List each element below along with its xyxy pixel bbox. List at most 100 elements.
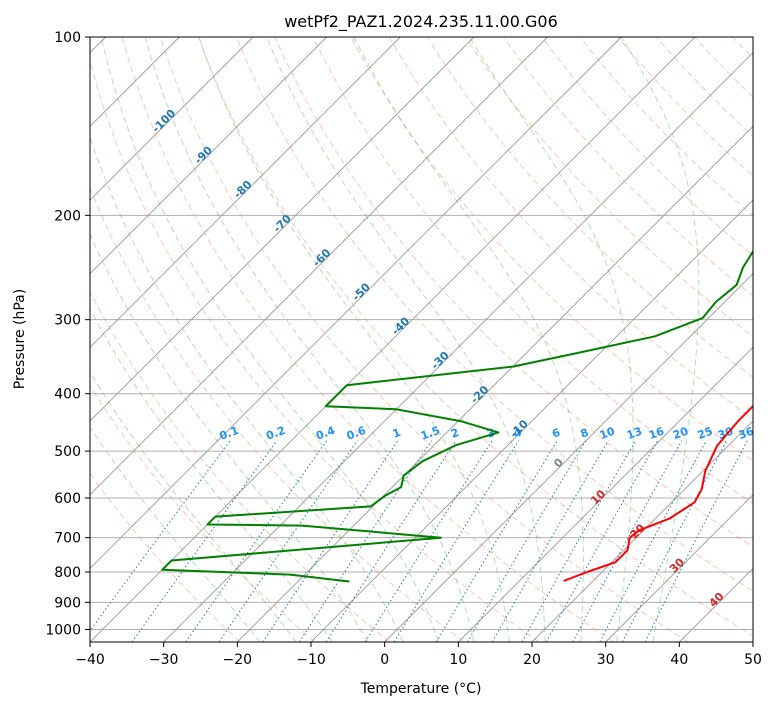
x-axis: −40 −30 −20 −10 0 10 20 30 40 50 (75, 642, 762, 668)
y-tick-label-3: 400 (54, 387, 81, 403)
mixing-ratio-label-9: 6 (550, 426, 562, 441)
isotherm--60 (90, 37, 548, 496)
isotherm-label-7: -30 (429, 349, 452, 372)
moist-adiabat-10 (144, 37, 475, 642)
y-tick-label-4: 500 (54, 444, 81, 460)
mixing-ratio-line-12 (521, 440, 637, 642)
mixing-ratio-line-3 (218, 440, 358, 642)
x-tick-label-3: −10 (296, 652, 326, 668)
isotherm-label-4: -60 (310, 246, 333, 269)
mixing-ratio-line-15 (599, 440, 707, 642)
mixing-ratio-label-1: 0.2 (264, 424, 287, 443)
chart-title: wetPf2_PAZ1.2024.235.11.00.G06 (284, 12, 558, 32)
mixing-ratio-line-17 (644, 440, 748, 642)
dry-adiabat-340 (274, 37, 753, 548)
isotherm-50 (752, 641, 753, 642)
mixing-ratio-label-6: 2 (449, 426, 461, 441)
isotherm--20 (237, 125, 753, 642)
y-tick-label-9: 1000 (45, 622, 81, 638)
dry-adiabat-400 (503, 37, 753, 297)
isotherm-label-0: -100 (150, 107, 179, 136)
dry-adiabat-460 (732, 37, 753, 59)
profile-line-0 (563, 404, 753, 582)
isotherm-label-8: -20 (468, 383, 491, 406)
y-tick-label-0: 100 (54, 30, 81, 46)
mixing-ratio-line-14 (572, 440, 683, 642)
dry-adiabat-310 (159, 37, 689, 642)
isotherm-label-14: 40 (707, 590, 727, 610)
mixing-ratio-label-2: 0.4 (314, 424, 337, 443)
mixing-ratio-line-1 (131, 440, 278, 642)
moist-adiabat-20 (266, 37, 546, 642)
isotherm-label-2: -80 (231, 178, 254, 201)
mixing-ratio-label-7: 3 (485, 426, 497, 441)
mixing-ratio-label-13: 16 (647, 424, 666, 442)
mixing-ratio-line-16 (621, 440, 728, 642)
isotherm--10 (310, 199, 753, 642)
isotherm--70 (90, 37, 475, 422)
mixing-ratio-line-10 (467, 440, 587, 642)
mixing-ratio-line-5 (298, 440, 432, 642)
dry-adiabat-270 (90, 291, 390, 642)
isotherm-30 (605, 494, 753, 642)
isotherm-10 (458, 346, 753, 642)
x-tick-label-7: 30 (597, 652, 615, 668)
profile-line-1 (161, 249, 753, 583)
mixing-ratio-label-4: 1 (391, 426, 403, 441)
mixing-ratio-label-15: 25 (696, 425, 715, 442)
isotherm--90 (90, 37, 327, 275)
y-axis: 100 200 300 400 500 600 700 800 900 1000 (45, 30, 90, 638)
y-tick-label-2: 300 (54, 313, 81, 329)
moist-adiabat-0 (90, 135, 404, 642)
isotherm--30 (163, 52, 753, 642)
mixing-ratio-label-8: 4 (512, 426, 524, 441)
mixing-ratio-line-9 (435, 440, 558, 642)
background-lines (90, 37, 775, 642)
mixing-ratio-label-10: 8 (579, 426, 591, 441)
dry-adiabat-430 (617, 37, 753, 177)
isotherm-0 (384, 273, 753, 642)
moist-adiabat--5 (90, 232, 369, 642)
x-tick-label-8: 40 (670, 652, 688, 668)
mixing-ratio-label-17: 36 (737, 424, 756, 442)
isotherm--50 (90, 37, 622, 569)
mixing-ratio-label-12: 13 (625, 425, 644, 442)
dry-adiabat-450 (694, 37, 753, 98)
isotherm-label-6: -40 (389, 314, 412, 337)
x-tick-label-5: 10 (449, 652, 467, 668)
dry-adiabat-470 (771, 37, 775, 642)
dry-adiabat-370 (388, 37, 753, 420)
isotherm--80 (90, 37, 401, 348)
isotherm-label-11: 10 (588, 487, 608, 507)
isotherm-label-5: -50 (350, 280, 373, 303)
x-tick-label-4: 0 (380, 652, 389, 668)
moist-adiabat--20 (90, 426, 261, 642)
isotherm-40 (679, 567, 753, 642)
x-tick-label-9: 50 (744, 652, 762, 668)
x-axis-label: Temperature (°C) (360, 681, 482, 697)
mixing-ratio-label-3: 0.6 (345, 424, 368, 443)
dry-adiabat-320 (198, 37, 753, 637)
moist-adiabat--10 (90, 308, 333, 642)
mixing-ratio-line-11 (491, 440, 609, 642)
y-tick-label-7: 800 (54, 565, 81, 581)
x-tick-label-1: −30 (149, 652, 179, 668)
isotherm-label-9: -10 (508, 417, 531, 440)
mixing-ratio-label-14: 20 (671, 424, 690, 442)
mixing-ratio-label-0: 0.1 (218, 424, 241, 443)
plot-frame (89, 36, 754, 643)
isotherm--40 (90, 37, 696, 642)
x-tick-label-2: −20 (223, 652, 253, 668)
mixing-ratio-line-0 (90, 440, 231, 632)
dry-adiabat-390 (465, 37, 753, 337)
y-tick-label-5: 600 (54, 491, 81, 507)
isotherm--100 (90, 37, 254, 201)
dry-adiabat-300 (121, 37, 614, 642)
dry-adiabat-330 (236, 37, 753, 592)
mixing-ratio-line-8 (393, 440, 520, 642)
moist-adiabat-5 (100, 37, 439, 642)
mixing-ratio-label-5: 1.5 (419, 424, 442, 443)
line-labels: 0.1 0.2 0.4 0.6 1 1.5 2 3 4 6 8 10 13 16 20 25 30 36 -100 -… (150, 107, 756, 610)
y-axis-label: Pressure (hPa) (12, 289, 28, 389)
mixing-ratio-line-13 (545, 440, 659, 642)
